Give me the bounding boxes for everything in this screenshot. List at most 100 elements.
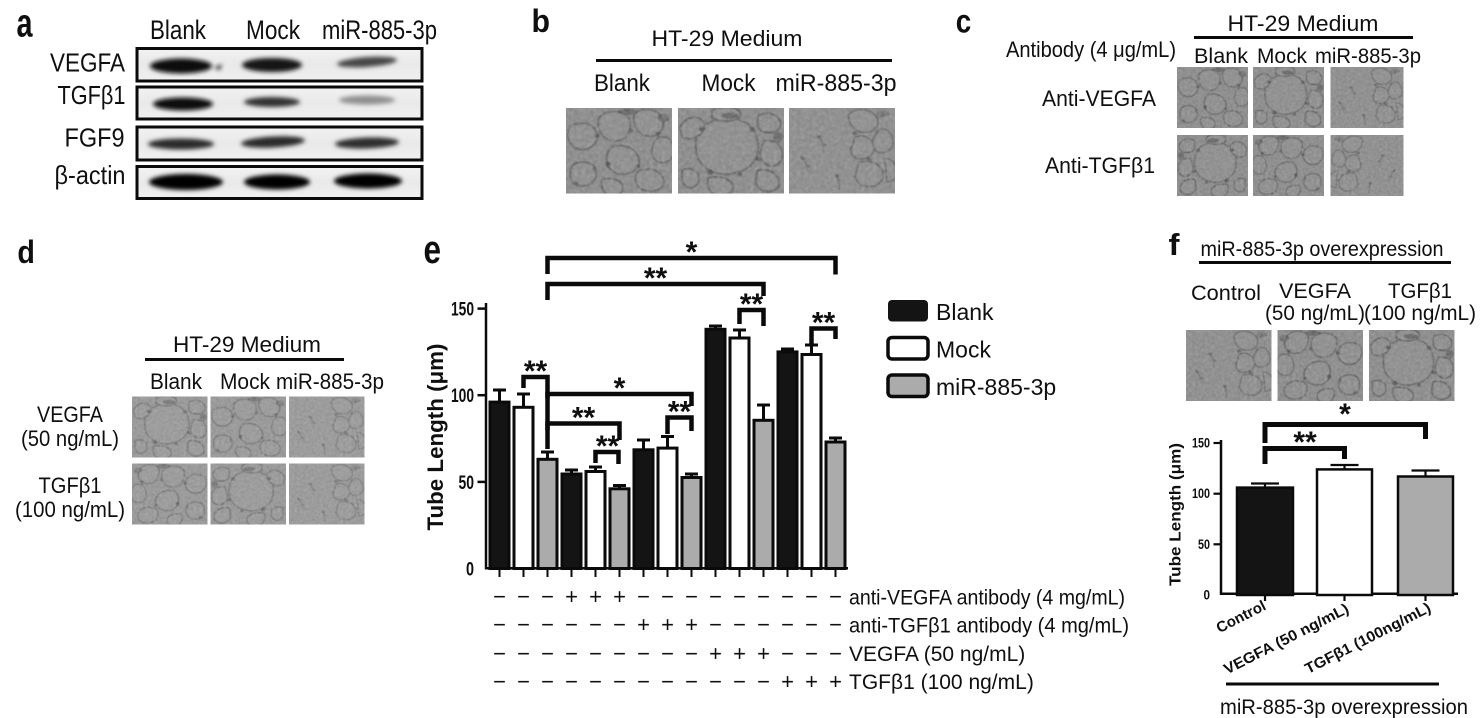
svg-text:VEGFA: VEGFA [1279,280,1351,303]
svg-text:**: ** [812,307,836,340]
svg-text:−: − [661,584,674,609]
svg-text:+: + [565,584,578,609]
svg-text:−: − [517,641,530,666]
svg-text:(50 ng/mL): (50 ng/mL) [1265,302,1365,325]
svg-text:*: * [1339,398,1351,431]
svg-text:−: − [661,641,674,666]
svg-text:−: − [637,584,650,609]
svg-text:Anti-TGFβ1: Anti-TGFβ1 [1045,153,1155,178]
svg-text:**: ** [596,430,620,463]
svg-text:−: − [589,612,602,637]
svg-text:+: + [589,584,602,609]
svg-text:Control: Control [1191,282,1261,305]
svg-text:−: − [517,584,530,609]
svg-text:c: c [956,3,972,40]
svg-text:anti-VEGFA antibody (4 mg/mL): anti-VEGFA antibody (4 mg/mL) [849,587,1125,610]
svg-text:**: ** [1293,426,1317,459]
svg-text:−: − [493,612,506,637]
svg-text:−: − [805,641,818,666]
svg-text:(50 ng/mL): (50 ng/mL) [21,426,119,451]
svg-text:−: − [685,584,698,609]
svg-text:+: + [733,641,746,666]
svg-text:TGFβ1: TGFβ1 [1388,280,1452,303]
svg-text:−: − [565,669,578,694]
svg-text:miR-885-3p overexpression: miR-885-3p overexpression [1201,238,1444,261]
svg-text:−: − [709,612,722,637]
svg-text:Antibody (4 μg/mL): Antibody (4 μg/mL) [1006,37,1176,62]
svg-text:miR-885-3p overexpression: miR-885-3p overexpression [1220,696,1468,718]
svg-text:miR-885-3p: miR-885-3p [322,15,437,45]
svg-text:Mock: Mock [936,337,991,363]
svg-text:**: ** [524,355,548,388]
svg-text:+: + [709,641,722,666]
svg-text:50: 50 [459,473,475,494]
svg-text:−: − [757,612,770,637]
svg-text:−: − [565,612,578,637]
svg-text:TGFβ1: TGFβ1 [39,473,102,498]
svg-text:VEGFA: VEGFA [50,48,126,78]
svg-text:−: − [541,612,554,637]
svg-text:**: ** [668,396,692,429]
svg-text:+: + [661,612,674,637]
svg-text:HT-29 Medium: HT-29 Medium [1228,11,1379,36]
svg-text:**: ** [572,402,596,435]
svg-text:+: + [781,669,794,694]
svg-text:*: * [686,236,698,269]
svg-text:Blank: Blank [936,299,994,325]
svg-text:Mock: Mock [220,369,271,394]
svg-text:150: 150 [1192,436,1210,451]
svg-text:100: 100 [451,386,474,407]
svg-text:−: − [733,669,746,694]
svg-text:0: 0 [466,560,474,581]
svg-text:e: e [424,228,442,272]
svg-text:−: − [613,669,626,694]
svg-text:FGF9: FGF9 [65,123,125,153]
svg-text:Blank: Blank [594,70,651,97]
svg-text:VEGFA: VEGFA [37,402,103,427]
svg-text:+: + [685,612,698,637]
svg-text:f: f [1169,227,1181,262]
svg-text:miR-885-3p: miR-885-3p [936,374,1056,400]
svg-text:+: + [637,612,650,637]
svg-text:−: − [493,641,506,666]
svg-text:Blank: Blank [150,15,206,45]
svg-text:TGFβ1: TGFβ1 [58,80,126,110]
svg-text:b: b [532,3,551,39]
svg-text:+: + [829,669,842,694]
svg-text:−: − [637,669,650,694]
svg-text:Mock: Mock [246,15,300,45]
svg-text:HT-29 Medium: HT-29 Medium [652,26,803,51]
svg-text:a: a [17,1,34,45]
svg-text:−: − [733,612,746,637]
svg-text:−: − [661,669,674,694]
svg-text:−: − [781,641,794,666]
svg-text:−: − [493,584,506,609]
svg-text:Mock: Mock [702,70,757,97]
svg-text:**: ** [740,288,764,321]
svg-text:*: * [614,372,626,405]
svg-text:−: − [829,641,842,666]
svg-text:150: 150 [451,300,474,321]
svg-text:+: + [805,669,818,694]
svg-text:VEGFA (50 ng/mL): VEGFA (50 ng/mL) [849,643,1025,666]
svg-text:TGFβ1 (100 ng/mL): TGFβ1 (100 ng/mL) [849,671,1034,694]
svg-text:−: − [493,669,506,694]
svg-text:−: − [757,669,770,694]
svg-text:−: − [565,641,578,666]
svg-text:Mock: Mock [1257,45,1307,68]
svg-text:−: − [541,669,554,694]
svg-text:Tube Length (μm): Tube Length (μm) [1168,443,1185,586]
svg-text:+: + [757,641,770,666]
svg-text:−: − [637,641,650,666]
svg-text:100: 100 [1192,486,1210,501]
svg-text:anti-TGFβ1 antibody (4 mg/mL): anti-TGFβ1 antibody (4 mg/mL) [849,615,1129,638]
svg-text:Tube Length (μm): Tube Length (μm) [423,344,448,531]
svg-text:−: − [805,612,818,637]
svg-text:−: − [733,584,746,609]
svg-text:−: − [541,584,554,609]
svg-text:+: + [613,584,626,609]
svg-text:−: − [517,612,530,637]
svg-text:Blank: Blank [1194,45,1249,68]
svg-text:−: − [757,584,770,609]
svg-text:−: − [829,584,842,609]
